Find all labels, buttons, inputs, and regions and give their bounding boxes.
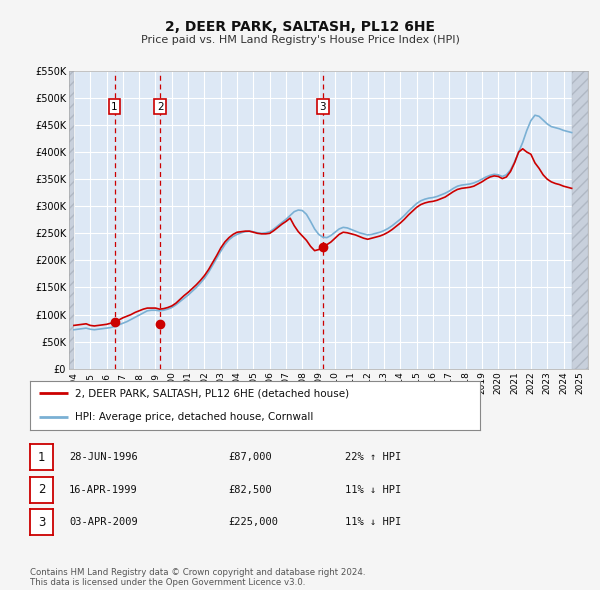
- Text: 3: 3: [38, 516, 45, 529]
- Text: 2: 2: [38, 483, 45, 496]
- Text: 03-APR-2009: 03-APR-2009: [69, 517, 138, 527]
- Text: Price paid vs. HM Land Registry's House Price Index (HPI): Price paid vs. HM Land Registry's House …: [140, 35, 460, 45]
- Text: 11% ↓ HPI: 11% ↓ HPI: [345, 485, 401, 494]
- Text: £87,000: £87,000: [228, 453, 272, 462]
- Text: 22% ↑ HPI: 22% ↑ HPI: [345, 453, 401, 462]
- Text: 2, DEER PARK, SALTASH, PL12 6HE (detached house): 2, DEER PARK, SALTASH, PL12 6HE (detache…: [75, 388, 349, 398]
- Bar: [69, 71, 74, 369]
- Text: 2, DEER PARK, SALTASH, PL12 6HE: 2, DEER PARK, SALTASH, PL12 6HE: [165, 19, 435, 34]
- Text: 1: 1: [38, 451, 45, 464]
- Text: £82,500: £82,500: [228, 485, 272, 494]
- Text: 3: 3: [319, 101, 326, 112]
- Text: HPI: Average price, detached house, Cornwall: HPI: Average price, detached house, Corn…: [75, 412, 313, 422]
- Text: Contains HM Land Registry data © Crown copyright and database right 2024.
This d: Contains HM Land Registry data © Crown c…: [30, 568, 365, 587]
- Text: £225,000: £225,000: [228, 517, 278, 527]
- Text: 1: 1: [111, 101, 118, 112]
- Text: 28-JUN-1996: 28-JUN-1996: [69, 453, 138, 462]
- Bar: [572, 71, 588, 369]
- Text: 2: 2: [157, 101, 164, 112]
- Text: 11% ↓ HPI: 11% ↓ HPI: [345, 517, 401, 527]
- Text: 16-APR-1999: 16-APR-1999: [69, 485, 138, 494]
